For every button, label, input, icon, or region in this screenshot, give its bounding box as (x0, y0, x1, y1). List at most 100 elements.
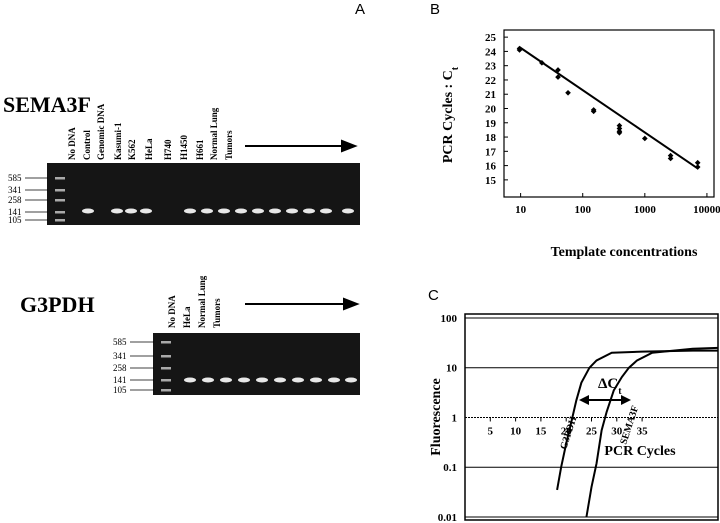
ladder-label: 105 (113, 385, 127, 395)
gel-band (345, 377, 357, 383)
lane-label: HeLa (144, 138, 154, 160)
gene-title: G3PDH (20, 292, 95, 317)
line (585, 346, 719, 518)
x-axis-label: Template concentrations (551, 245, 698, 260)
panel-label: C (428, 287, 439, 304)
ladder-label: 585 (113, 337, 127, 347)
point (667, 155, 674, 162)
gel-band (274, 377, 286, 383)
ladder-label: 585 (8, 173, 22, 183)
gel-band (310, 377, 322, 383)
y-tick-label: 20 (485, 104, 497, 116)
lane-label: K562 (127, 139, 137, 160)
ladder-label: 105 (8, 215, 22, 225)
annotation-text: ΔC (598, 376, 618, 392)
y-tick-label: 0.1 (443, 462, 457, 474)
point (555, 67, 561, 73)
gel-band (82, 208, 94, 214)
point (616, 128, 623, 135)
ladder-band (55, 211, 65, 214)
gel-band (256, 377, 268, 383)
y-tick-label: 25 (485, 32, 497, 44)
x-tick-label: 10 (515, 204, 527, 216)
y-axis-label: Fluorescence (429, 378, 444, 456)
y-tick-label: 18 (485, 132, 497, 144)
x-tick-label: 1000 (634, 204, 657, 216)
panel-label: B (430, 1, 440, 18)
point (555, 74, 561, 80)
y-tick-label: 1 (452, 412, 458, 424)
ladder-band (161, 341, 171, 344)
line (556, 349, 718, 491)
point (694, 159, 701, 166)
y-axis-label: PCR Cycles : Ct (441, 66, 461, 163)
gel-band (184, 377, 196, 383)
point (590, 108, 597, 115)
point (616, 122, 623, 129)
point (516, 47, 523, 53)
gel-band (328, 377, 340, 383)
ladder-label: 258 (8, 195, 22, 205)
gel-band (125, 208, 137, 214)
ladder-label: 141 (113, 375, 127, 385)
annotation-sub: t (618, 386, 622, 397)
ladder-band (161, 389, 171, 392)
gel (153, 333, 360, 395)
x-tick-label: 30 (611, 425, 623, 437)
y-tick-label: 24 (485, 46, 497, 58)
ladder-band (55, 189, 65, 192)
y-tick-label: 10 (446, 363, 458, 375)
arrow-head (579, 395, 589, 405)
ladder-label: 258 (113, 363, 127, 373)
y-tick-label: 22 (485, 75, 497, 87)
annotation: ΔCt (598, 376, 622, 397)
point (694, 164, 701, 170)
gel (47, 163, 360, 225)
ladder-band (161, 355, 171, 358)
plot-frame (503, 29, 715, 198)
y-tick-label: 21 (485, 89, 496, 101)
lane-label: H1450 (179, 134, 189, 160)
gene-title: SEMA3F (3, 92, 91, 117)
lane-label: H740 (163, 139, 173, 160)
ladder-band (161, 367, 171, 370)
y-tick-label: 16 (485, 161, 497, 173)
point (565, 89, 571, 96)
fit-line (518, 46, 699, 170)
point (667, 152, 674, 159)
lane-label: HeLa (182, 306, 192, 328)
y-axis-label-text: PCR Cycles : C (441, 70, 456, 163)
gel-band (202, 377, 214, 383)
x-tick-label: 20 (561, 425, 573, 437)
gel-band (238, 377, 250, 383)
arrow (245, 139, 360, 311)
gel-band (201, 208, 213, 214)
lane-label: Control (82, 130, 92, 160)
gel-band (220, 377, 232, 383)
ladder-label: 141 (8, 207, 22, 217)
lane-label: No DNA (67, 127, 77, 160)
x-tick-label: 100 (574, 204, 591, 216)
point (641, 135, 648, 142)
y-axis-label-sub: t (450, 66, 461, 70)
lane-label: Normal Lung (197, 275, 207, 328)
lane-label: Genomic DNA (96, 103, 106, 160)
point (539, 60, 545, 66)
gel-band (303, 208, 315, 214)
gel-band (269, 208, 281, 214)
arrow-head (621, 395, 631, 405)
gel-band (140, 208, 152, 214)
x-tick-label: 5 (488, 425, 494, 437)
x-tick-label: 10000 (693, 204, 720, 216)
lane-label: Kasumi-1 (113, 122, 123, 160)
panel-label: A (355, 1, 365, 18)
ladder-band (55, 219, 65, 222)
ladder-band (161, 379, 171, 382)
y-tick-label: 15 (485, 175, 497, 187)
y-tick-label: 23 (485, 61, 497, 73)
gel-band (235, 208, 247, 214)
ladder-label: 341 (8, 185, 22, 195)
gel-band (320, 208, 332, 214)
y-tick-label: 0.01 (438, 512, 457, 523)
